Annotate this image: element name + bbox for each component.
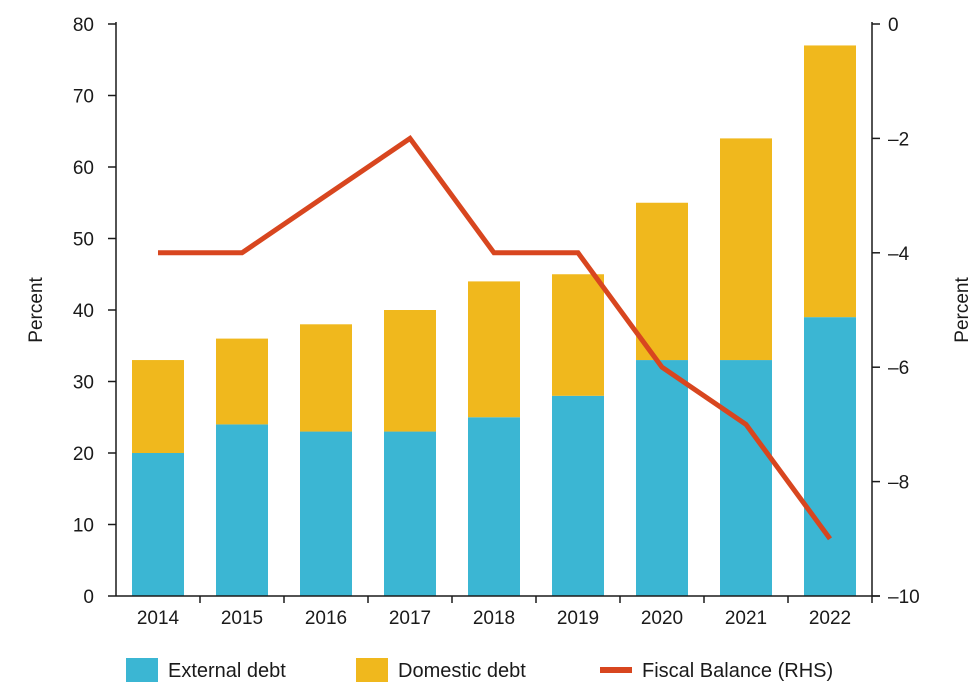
right-tick-label-5: –10: [888, 587, 920, 608]
bar-external-debt-2017: [384, 431, 436, 596]
x-tick-label-2020: 2020: [641, 608, 683, 629]
bar-external-debt-2021: [720, 360, 772, 596]
x-tick-label-2021: 2021: [725, 608, 767, 629]
x-tick-label-2014: 2014: [137, 608, 180, 629]
x-tick-label-2022: 2022: [809, 608, 851, 629]
bar-external-debt-2020: [636, 360, 688, 596]
left-tick-label-10: 10: [73, 516, 94, 537]
bar-domestic-debt-2017: [384, 310, 436, 432]
legend-label-fiscal-balance-rhs: Fiscal Balance (RHS): [642, 660, 833, 682]
left-tick-label-20: 20: [73, 444, 94, 465]
left-tick-label-60: 60: [73, 158, 94, 179]
bar-domestic-debt-2016: [300, 324, 352, 432]
legend-swatch-fiscal-balance-rhs: [600, 667, 632, 673]
bar-domestic-debt-2020: [636, 202, 688, 361]
left-tick-label-40: 40: [73, 301, 94, 322]
left-tick-label-50: 50: [73, 230, 94, 251]
bar-external-debt-2015: [216, 424, 268, 596]
bar-domestic-debt-2021: [720, 138, 772, 361]
bar-domestic-debt-2022: [804, 45, 856, 318]
right-axis-title: Percent: [952, 277, 973, 343]
bar-domestic-debt-2018: [468, 281, 520, 418]
left-tick-label-80: 80: [73, 15, 94, 36]
line-layer: [157, 134, 833, 541]
bar-domestic-debt-2014: [132, 360, 184, 453]
right-tick-label-1: –2: [888, 129, 909, 150]
x-tick-label-2015: 2015: [221, 608, 263, 629]
bar-domestic-debt-2015: [216, 338, 268, 425]
x-tick-label-2018: 2018: [473, 608, 515, 629]
bars-layer: [132, 45, 856, 596]
legend-swatch-domestic-debt: [356, 658, 388, 682]
legend-label-domestic-debt: Domestic debt: [398, 660, 526, 682]
right-tick-label-4: –8: [888, 473, 909, 494]
right-tick-label-3: –6: [888, 358, 909, 379]
legend-layer: External debt Domestic debt Fiscal Balance…: [126, 658, 833, 682]
right-tick-label-0: 0: [888, 15, 899, 36]
bar-external-debt-2014: [132, 453, 184, 596]
x-tick-label-2019: 2019: [557, 608, 599, 629]
axes-layer: 0 10 20 30 40 50 60 70 80 0 –2 –4 –6 –8 –10 2014 2015 201…: [26, 15, 973, 629]
left-tick-label-70: 70: [73, 87, 94, 108]
bar-external-debt-2022: [804, 317, 856, 596]
bar-external-debt-2019: [552, 395, 604, 596]
bar-external-debt-2016: [300, 431, 352, 596]
right-tick-label-2: –4: [888, 244, 910, 265]
x-tick-label-2017: 2017: [389, 608, 431, 629]
legend-swatch-external-debt: [126, 658, 158, 682]
left-axis-title: Percent: [26, 277, 47, 343]
legend-label-external-debt: External debt: [168, 660, 286, 682]
left-tick-label-30: 30: [73, 373, 94, 394]
bar-external-debt-2018: [468, 417, 520, 596]
x-tick-label-2016: 2016: [305, 608, 347, 629]
bar-domestic-debt-2019: [552, 274, 604, 396]
left-tick-label-0: 0: [83, 587, 94, 608]
